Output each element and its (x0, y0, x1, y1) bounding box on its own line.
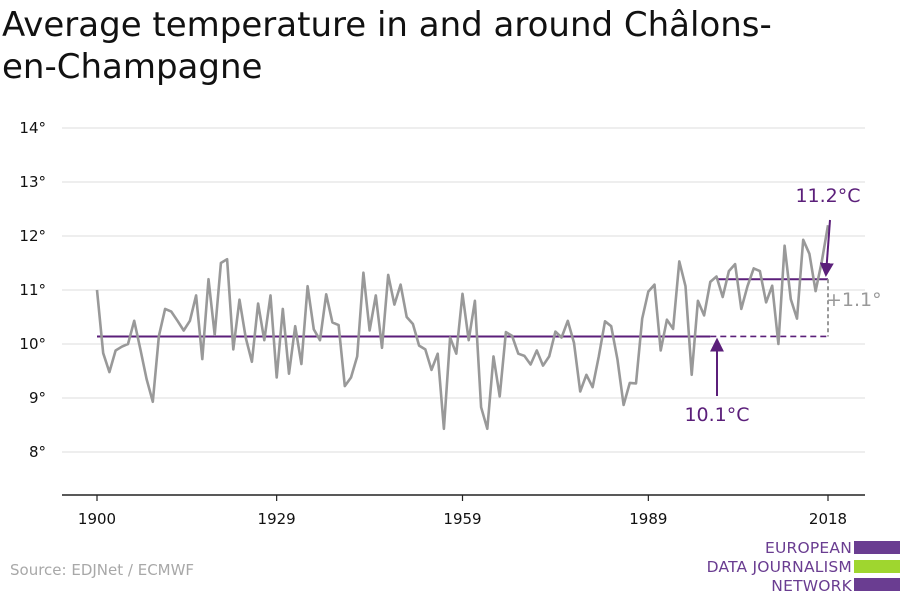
difference-label: +1.1° (826, 289, 882, 311)
y-tick-label-12: 12° (19, 227, 46, 245)
logo-line-3: NETWORK (771, 577, 852, 595)
logo-bar-purple-top (854, 541, 900, 554)
x-tick-label-1900: 1900 (78, 510, 116, 528)
grid-lines (62, 127, 865, 453)
logo-bar-green (854, 560, 900, 573)
edjnet-logo: EUROPEAN DATA JOURNALISM NETWORK (700, 539, 900, 595)
y-tick-label-11: 11° (19, 281, 46, 299)
y-tick-label-8: 8° (29, 443, 46, 461)
temperature-line-chart: 8° 9° 10° 11° 12° 13° 14° 1900 1929 1959 1989 2018… (19, 119, 881, 528)
logo-bar-purple-bottom (854, 578, 900, 591)
chart-title: Average temperature in and around Châlon… (2, 5, 772, 87)
x-tick-label-1959: 1959 (443, 510, 481, 528)
average-2000-arrow (819, 219, 834, 277)
x-tick-label-1929: 1929 (258, 510, 296, 528)
y-axis-ticks: 8° 9° 10° 11° 12° 13° 14° (19, 119, 46, 461)
x-tick-label-1989: 1989 (629, 510, 667, 528)
x-tick-label-2018: 2018 (809, 510, 847, 528)
temperature-series-line (95, 224, 830, 431)
average-1900-label: 10.1°C (684, 404, 749, 426)
x-axis-ticks: 1900 1929 1959 1989 2018 (78, 495, 847, 528)
y-tick-label-14: 14° (19, 119, 46, 137)
source-note: Source: EDJNet / ECMWF (10, 561, 195, 579)
average-2000-label: 11.2°C (795, 185, 860, 207)
y-tick-label-13: 13° (19, 173, 46, 191)
y-tick-label-10: 10° (19, 335, 46, 353)
y-tick-label-9: 9° (29, 389, 46, 407)
logo-line-1: EUROPEAN (764, 539, 852, 557)
annotations: 10.1°C 11.2°C +1.1° (684, 185, 881, 426)
logo-text: EUROPEAN DATA JOURNALISM NETWORK (692, 539, 852, 596)
logo-line-2: DATA JOURNALISM (706, 558, 852, 576)
